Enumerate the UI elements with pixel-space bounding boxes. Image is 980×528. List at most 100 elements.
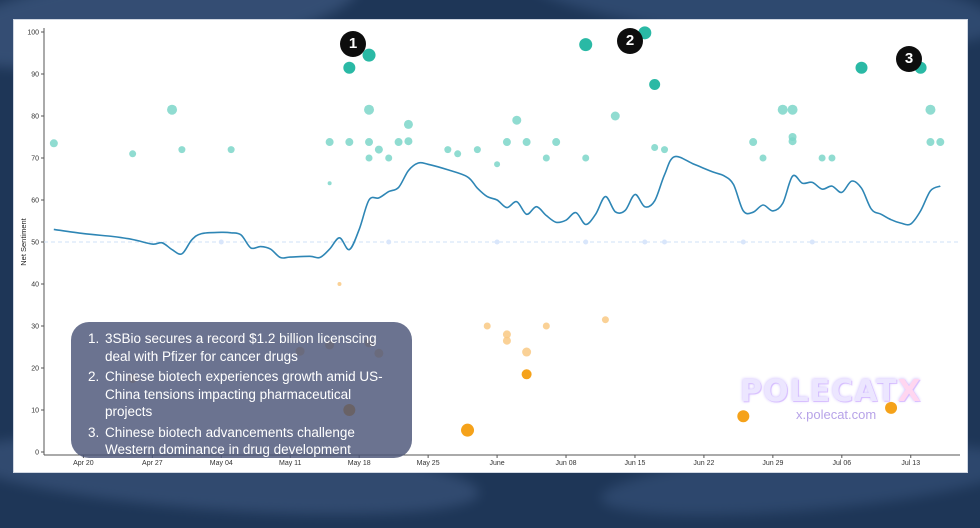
positive-article-dot [444,146,452,154]
positive-article-dot [855,61,868,74]
annotation-marker-2: 2 [617,28,643,54]
x-tick-label: Jun 08 [556,460,577,467]
positive-article-dot [404,137,413,146]
negative-article-dot [461,423,475,437]
y-tick-label: 0 [35,450,39,457]
positive-article-dot [394,138,403,147]
positive-article-dot [167,104,178,115]
positive-article-dot [925,104,936,115]
y-tick-label: 30 [31,324,39,331]
positive-article-dot [454,150,462,158]
x-tick-label: Jul 13 [901,460,920,467]
positive-article-dot [926,138,935,147]
x-tick-label: June [489,460,504,467]
positive-article-dot [502,138,511,147]
negative-article-dot [542,322,550,330]
positive-article-dot [936,138,945,147]
positive-article-dot [661,146,669,154]
annotation-item-1: 3SBio secures a record $1.2 billion lice… [103,330,398,365]
positive-article-dot [227,146,235,154]
positive-article-dot [473,146,481,154]
negative-article-dot [502,336,511,345]
positive-article-dot [374,145,383,154]
positive-article-dot [522,138,531,147]
positive-article-dot [828,154,836,162]
negative-article-dot [885,401,898,414]
positive-article-dot [818,154,826,162]
positive-article-dot [787,104,798,115]
x-tick-label: Jun 22 [693,460,714,467]
logo-text: POLECAT [740,374,898,409]
annotation-marker-3: 3 [896,46,922,72]
x-tick-label: May 11 [279,460,302,467]
neutral-dot [642,239,648,245]
positive-article-dot [49,139,58,148]
positive-article-dot [749,138,758,147]
y-tick-label: 100 [27,30,39,37]
positive-article-dot [343,61,356,74]
x-tick-label: Jun 15 [624,460,645,467]
x-tick-label: Jun 29 [762,460,783,467]
chart-card: 0 10 20 30 40 50 60 70 80 90 100 Net Sentiment Apr 2… [14,20,967,472]
neutral-dot [218,239,224,245]
y-tick-label: 60 [31,198,39,205]
neutral-dot [662,239,668,245]
x-tick-label: May 25 [417,460,440,467]
polecat-logo: POLECATX [740,374,922,409]
positive-article-dot [385,154,393,162]
positive-article-dot [552,138,561,147]
negative-article-dot [737,410,750,423]
positive-article-dot [777,104,788,115]
positive-article-dot [788,137,797,146]
negative-article-dot [601,316,609,324]
positive-article-dot [759,154,767,162]
positive-article-dot [542,154,550,162]
y-tick-label: 50 [31,240,39,247]
y-tick-label: 20 [31,366,39,373]
neutral-dot [494,239,500,245]
sentiment-trend-line [53,155,941,259]
y-tick-label: 70 [31,156,39,163]
logo-x-mark: X [897,374,922,409]
positive-article-dot [327,181,332,186]
negative-article-dot [337,282,342,286]
negative-article-dot [502,330,511,339]
positive-article-dot [129,150,137,158]
annotation-marker-1: 1 [340,31,366,57]
positive-article-dot [365,138,374,147]
positive-article-dot [582,154,590,162]
y-tick-label: 40 [31,282,39,289]
neutral-dot [583,239,589,245]
negative-article-dot [522,347,532,357]
annotation-legend: 3SBio secures a record $1.2 billion lice… [71,322,412,458]
positive-article-dot [345,138,354,147]
x-tick-label: May 04 [210,460,233,467]
y-tick-label: 80 [31,114,39,121]
logo-url: x.polecat.com [796,407,877,422]
positive-article-dot [610,111,620,121]
y-tick-label: 10 [31,408,39,415]
neutral-dot [740,239,746,245]
neutral-dot [809,239,815,245]
positive-article-dot [494,161,501,168]
x-tick-label: Jul 06 [832,460,851,467]
positive-article-dot [403,119,413,129]
x-tick-label: Apr 20 [73,460,94,467]
x-tick-label: May 18 [348,460,371,467]
positive-article-dot [579,38,593,52]
positive-article-dot [649,79,661,90]
x-tick-label: Apr 27 [142,460,163,467]
annotation-item-3: Chinese biotech advancements challenge W… [103,424,398,459]
neutral-dot [386,239,392,245]
positive-article-dot [651,144,659,151]
positive-article-dot [178,146,186,154]
positive-article-dot [325,138,334,147]
y-tick-label: 90 [31,72,39,79]
annotation-item-2: Chinese biotech experiences growth amid … [103,368,398,421]
positive-article-dot [362,48,376,62]
positive-article-dot [364,104,375,115]
positive-article-dot [512,115,522,125]
negative-article-dot [483,322,491,330]
y-axis-label: Net Sentiment [19,217,28,265]
negative-article-dot [521,369,532,380]
